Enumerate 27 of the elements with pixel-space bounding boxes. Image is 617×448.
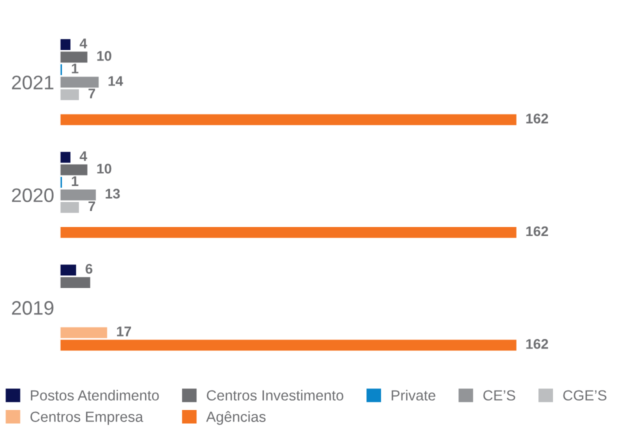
data-label: 162 <box>526 114 548 124</box>
y-tick-label: 2019 <box>12 301 54 315</box>
data-label: 4 <box>80 38 88 48</box>
y-tick-label: 2020 <box>12 188 54 202</box>
legend-label: Centros Investimento <box>206 390 344 401</box>
data-label: 14 <box>108 76 124 86</box>
data-label: 1 <box>72 64 78 74</box>
legend-label: Agências <box>206 411 266 425</box>
bar <box>60 112 518 127</box>
bar <box>60 226 518 240</box>
legend-label: CE’S <box>483 390 516 401</box>
data-label: 7 <box>88 201 96 211</box>
y-tick-label: 2021 <box>12 76 54 90</box>
data-label: 1 <box>72 176 78 186</box>
data-label: 162 <box>526 226 548 236</box>
data-label: 6 <box>86 264 92 274</box>
data-label: 13 <box>106 188 120 199</box>
legend-label: Centros Empresa <box>30 412 144 425</box>
data-label: 162 <box>526 339 548 349</box>
data-label: 10 <box>97 51 112 61</box>
legend-label: Private <box>392 390 436 401</box>
data-label: 10 <box>97 164 112 174</box>
data-label: 17 <box>117 326 131 336</box>
data-label: 7 <box>88 88 96 98</box>
legend-label: Postos Atendimento <box>30 390 159 401</box>
legend-label: CGE’S <box>563 390 606 401</box>
data-label: 4 <box>80 151 88 161</box>
